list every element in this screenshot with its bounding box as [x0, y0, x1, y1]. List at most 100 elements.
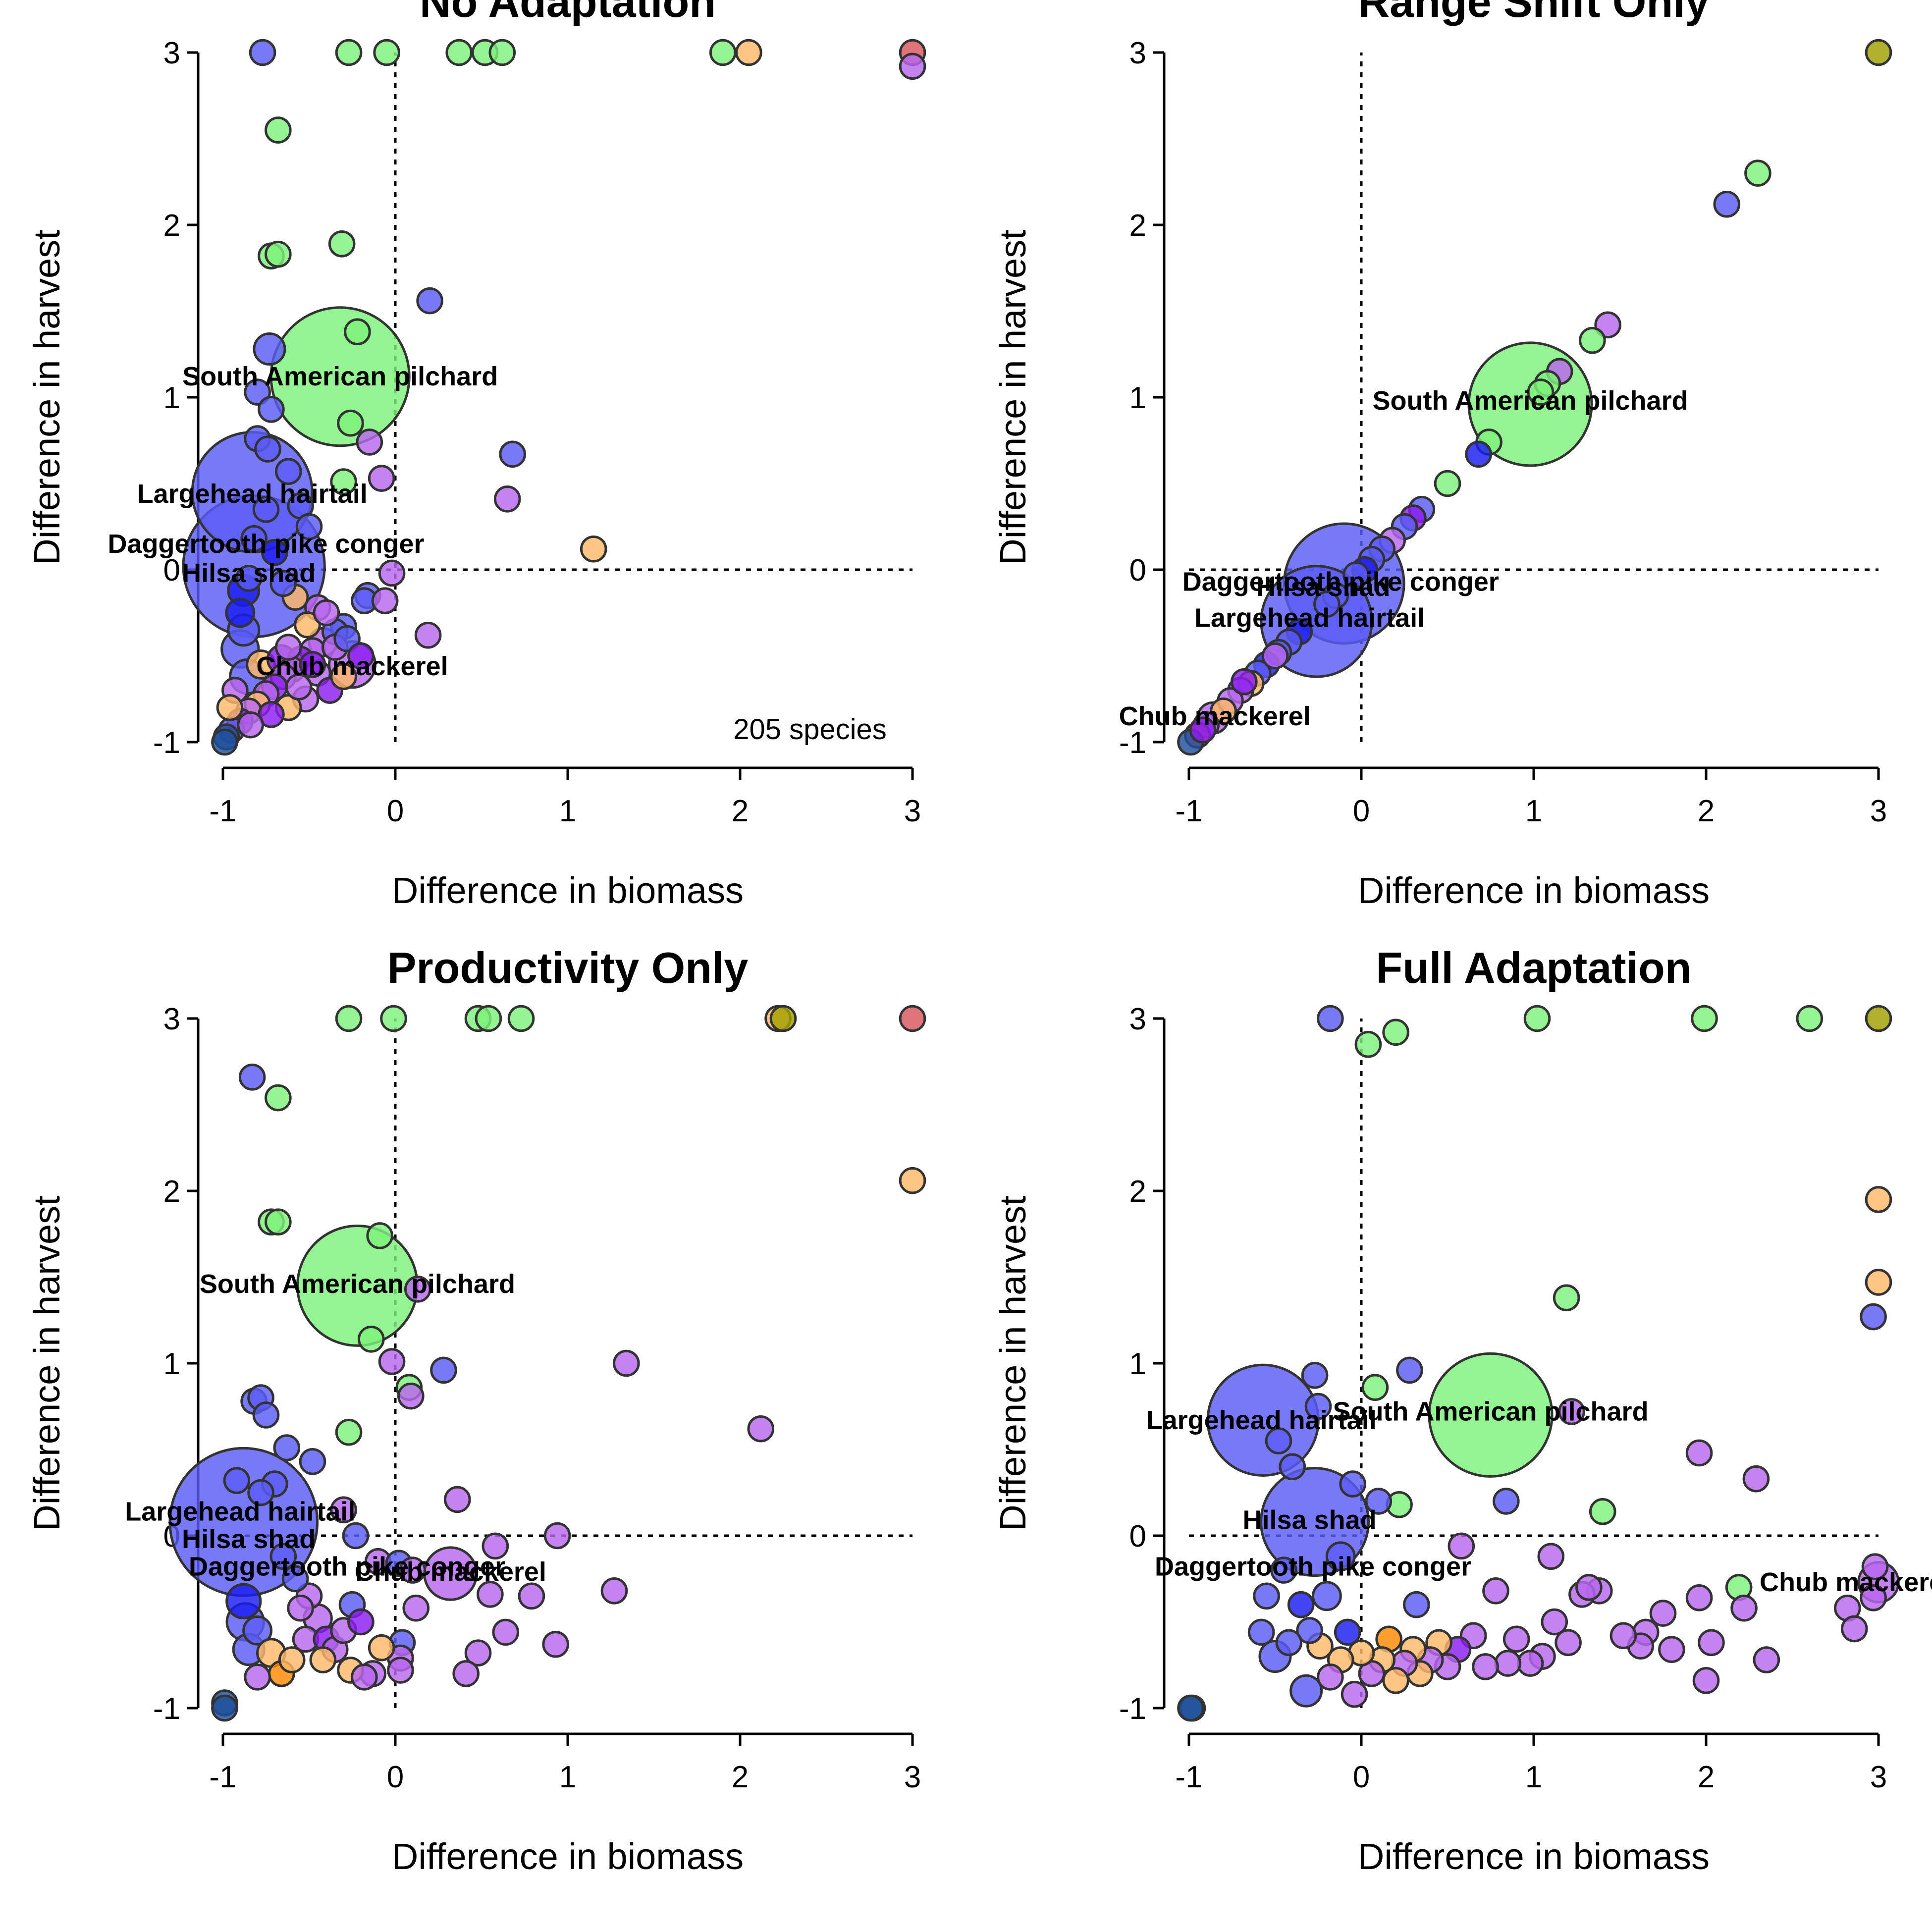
- data-point: [1253, 1582, 1280, 1610]
- data-point: [1698, 1629, 1725, 1657]
- data-point: [1742, 1465, 1770, 1493]
- x-tick-label: 1: [559, 1760, 576, 1794]
- x-tick-label: -1: [209, 794, 236, 828]
- y-axis-label: Difference in harvest: [992, 229, 1033, 565]
- data-point: [335, 1418, 363, 1446]
- data-point: [1865, 1269, 1892, 1296]
- data-point: [265, 1208, 292, 1235]
- data-point: [1341, 1680, 1368, 1708]
- x-tick-label: 0: [1353, 794, 1370, 828]
- data-point: [499, 440, 526, 468]
- x-axis-label: Difference in biomass: [392, 1836, 744, 1877]
- data-point: [1396, 1356, 1423, 1384]
- data-point: [464, 1639, 492, 1666]
- data-point: [1685, 1584, 1713, 1611]
- data-point: [265, 116, 292, 144]
- y-axis-label: Difference in harvest: [26, 1195, 67, 1531]
- panel-range-shift-only: Range Shift Only -1 0 1 2 3 -1 0 1 2 3 Difference i…: [992, 0, 1892, 911]
- panel-productivity-only: Productivity Only-10123-10123Difference …: [26, 943, 926, 1877]
- data-point: [1465, 440, 1492, 468]
- data-point: [309, 1646, 337, 1673]
- data-point: [335, 39, 363, 66]
- species-label: Daggertooth pike conger: [1155, 1552, 1471, 1582]
- x-tick-label: -1: [209, 1760, 236, 1794]
- data-point: [1434, 470, 1461, 497]
- data-point: [269, 570, 297, 597]
- data-point: [477, 1581, 504, 1608]
- data-point: [443, 1486, 471, 1513]
- data-point: [342, 1522, 370, 1550]
- data-point: [344, 318, 371, 346]
- data-point: [1365, 1488, 1393, 1515]
- data-point: [1796, 1005, 1824, 1032]
- data-point: [225, 1583, 262, 1619]
- x-tick-label: 1: [1525, 794, 1542, 828]
- data-point: [1744, 160, 1771, 187]
- data-point: [1523, 1005, 1551, 1032]
- data-point: [247, 1479, 274, 1506]
- data-point: [1189, 716, 1217, 744]
- data-point: [216, 694, 244, 721]
- data-point: [613, 1349, 640, 1377]
- species-label: Hilsa shad: [182, 1524, 316, 1554]
- data-point: [1861, 1553, 1889, 1580]
- data-point: [294, 611, 321, 639]
- y-axis-label: Difference in harvest: [26, 229, 67, 565]
- panel-title: Full Adaptation: [1376, 943, 1691, 992]
- data-point: [371, 587, 399, 614]
- data-point: [1301, 1362, 1329, 1389]
- data-point: [1325, 1541, 1356, 1572]
- data-point: [1177, 1694, 1204, 1722]
- data-point: [600, 1577, 628, 1605]
- data-point: [397, 1382, 425, 1410]
- data-point: [1317, 1664, 1344, 1691]
- x-tick-label: 1: [1525, 1760, 1542, 1794]
- y-tick-label: -1: [1119, 1692, 1146, 1726]
- data-point: [1610, 1622, 1637, 1650]
- data-point: [278, 1646, 306, 1673]
- data-point: [1865, 1005, 1892, 1032]
- y-tick-label: 2: [163, 1175, 180, 1209]
- data-point: [330, 663, 357, 691]
- data-point: [402, 1594, 430, 1622]
- data-point: [1342, 561, 1370, 589]
- data-point: [1527, 378, 1555, 406]
- data-point: [1382, 1667, 1409, 1694]
- species-count-note: 205 species: [733, 713, 887, 746]
- data-point: [1589, 1498, 1616, 1525]
- data-point: [265, 240, 292, 268]
- data-point: [1265, 1427, 1292, 1454]
- data-point: [211, 728, 238, 756]
- data-point: [430, 1356, 457, 1384]
- y-tick-label: -1: [153, 1692, 180, 1726]
- data-point: [543, 1522, 571, 1550]
- x-tick-label: 3: [1870, 794, 1887, 828]
- data-point: [1289, 1674, 1323, 1708]
- data-point: [414, 621, 442, 649]
- species-label: Hilsa shad: [182, 558, 316, 588]
- x-tick-label: 3: [1870, 1760, 1887, 1794]
- data-point: [299, 1448, 326, 1475]
- x-tick-label: -1: [1175, 794, 1202, 828]
- data-point: [1279, 1453, 1306, 1481]
- species-label: South American pilchard: [182, 362, 498, 391]
- data-point: [1428, 1352, 1554, 1478]
- data-point: [285, 673, 313, 700]
- data-point: [1472, 1653, 1499, 1680]
- data-point: [223, 1467, 251, 1494]
- data-point: [1558, 1398, 1585, 1425]
- data-point: [769, 1005, 797, 1032]
- data-point: [1382, 1019, 1409, 1046]
- data-point: [1503, 1625, 1530, 1653]
- x-tick-label: 3: [904, 794, 921, 828]
- data-point: [258, 396, 285, 423]
- y-tick-label: 3: [163, 1002, 180, 1036]
- data-point: [1482, 1577, 1509, 1605]
- data-point: [507, 1005, 535, 1032]
- species-label: Largehead hairtail: [1194, 603, 1425, 633]
- data-point: [295, 513, 323, 540]
- data-point: [281, 1565, 309, 1593]
- data-point: [1334, 1618, 1361, 1646]
- data-point: [1448, 1532, 1475, 1560]
